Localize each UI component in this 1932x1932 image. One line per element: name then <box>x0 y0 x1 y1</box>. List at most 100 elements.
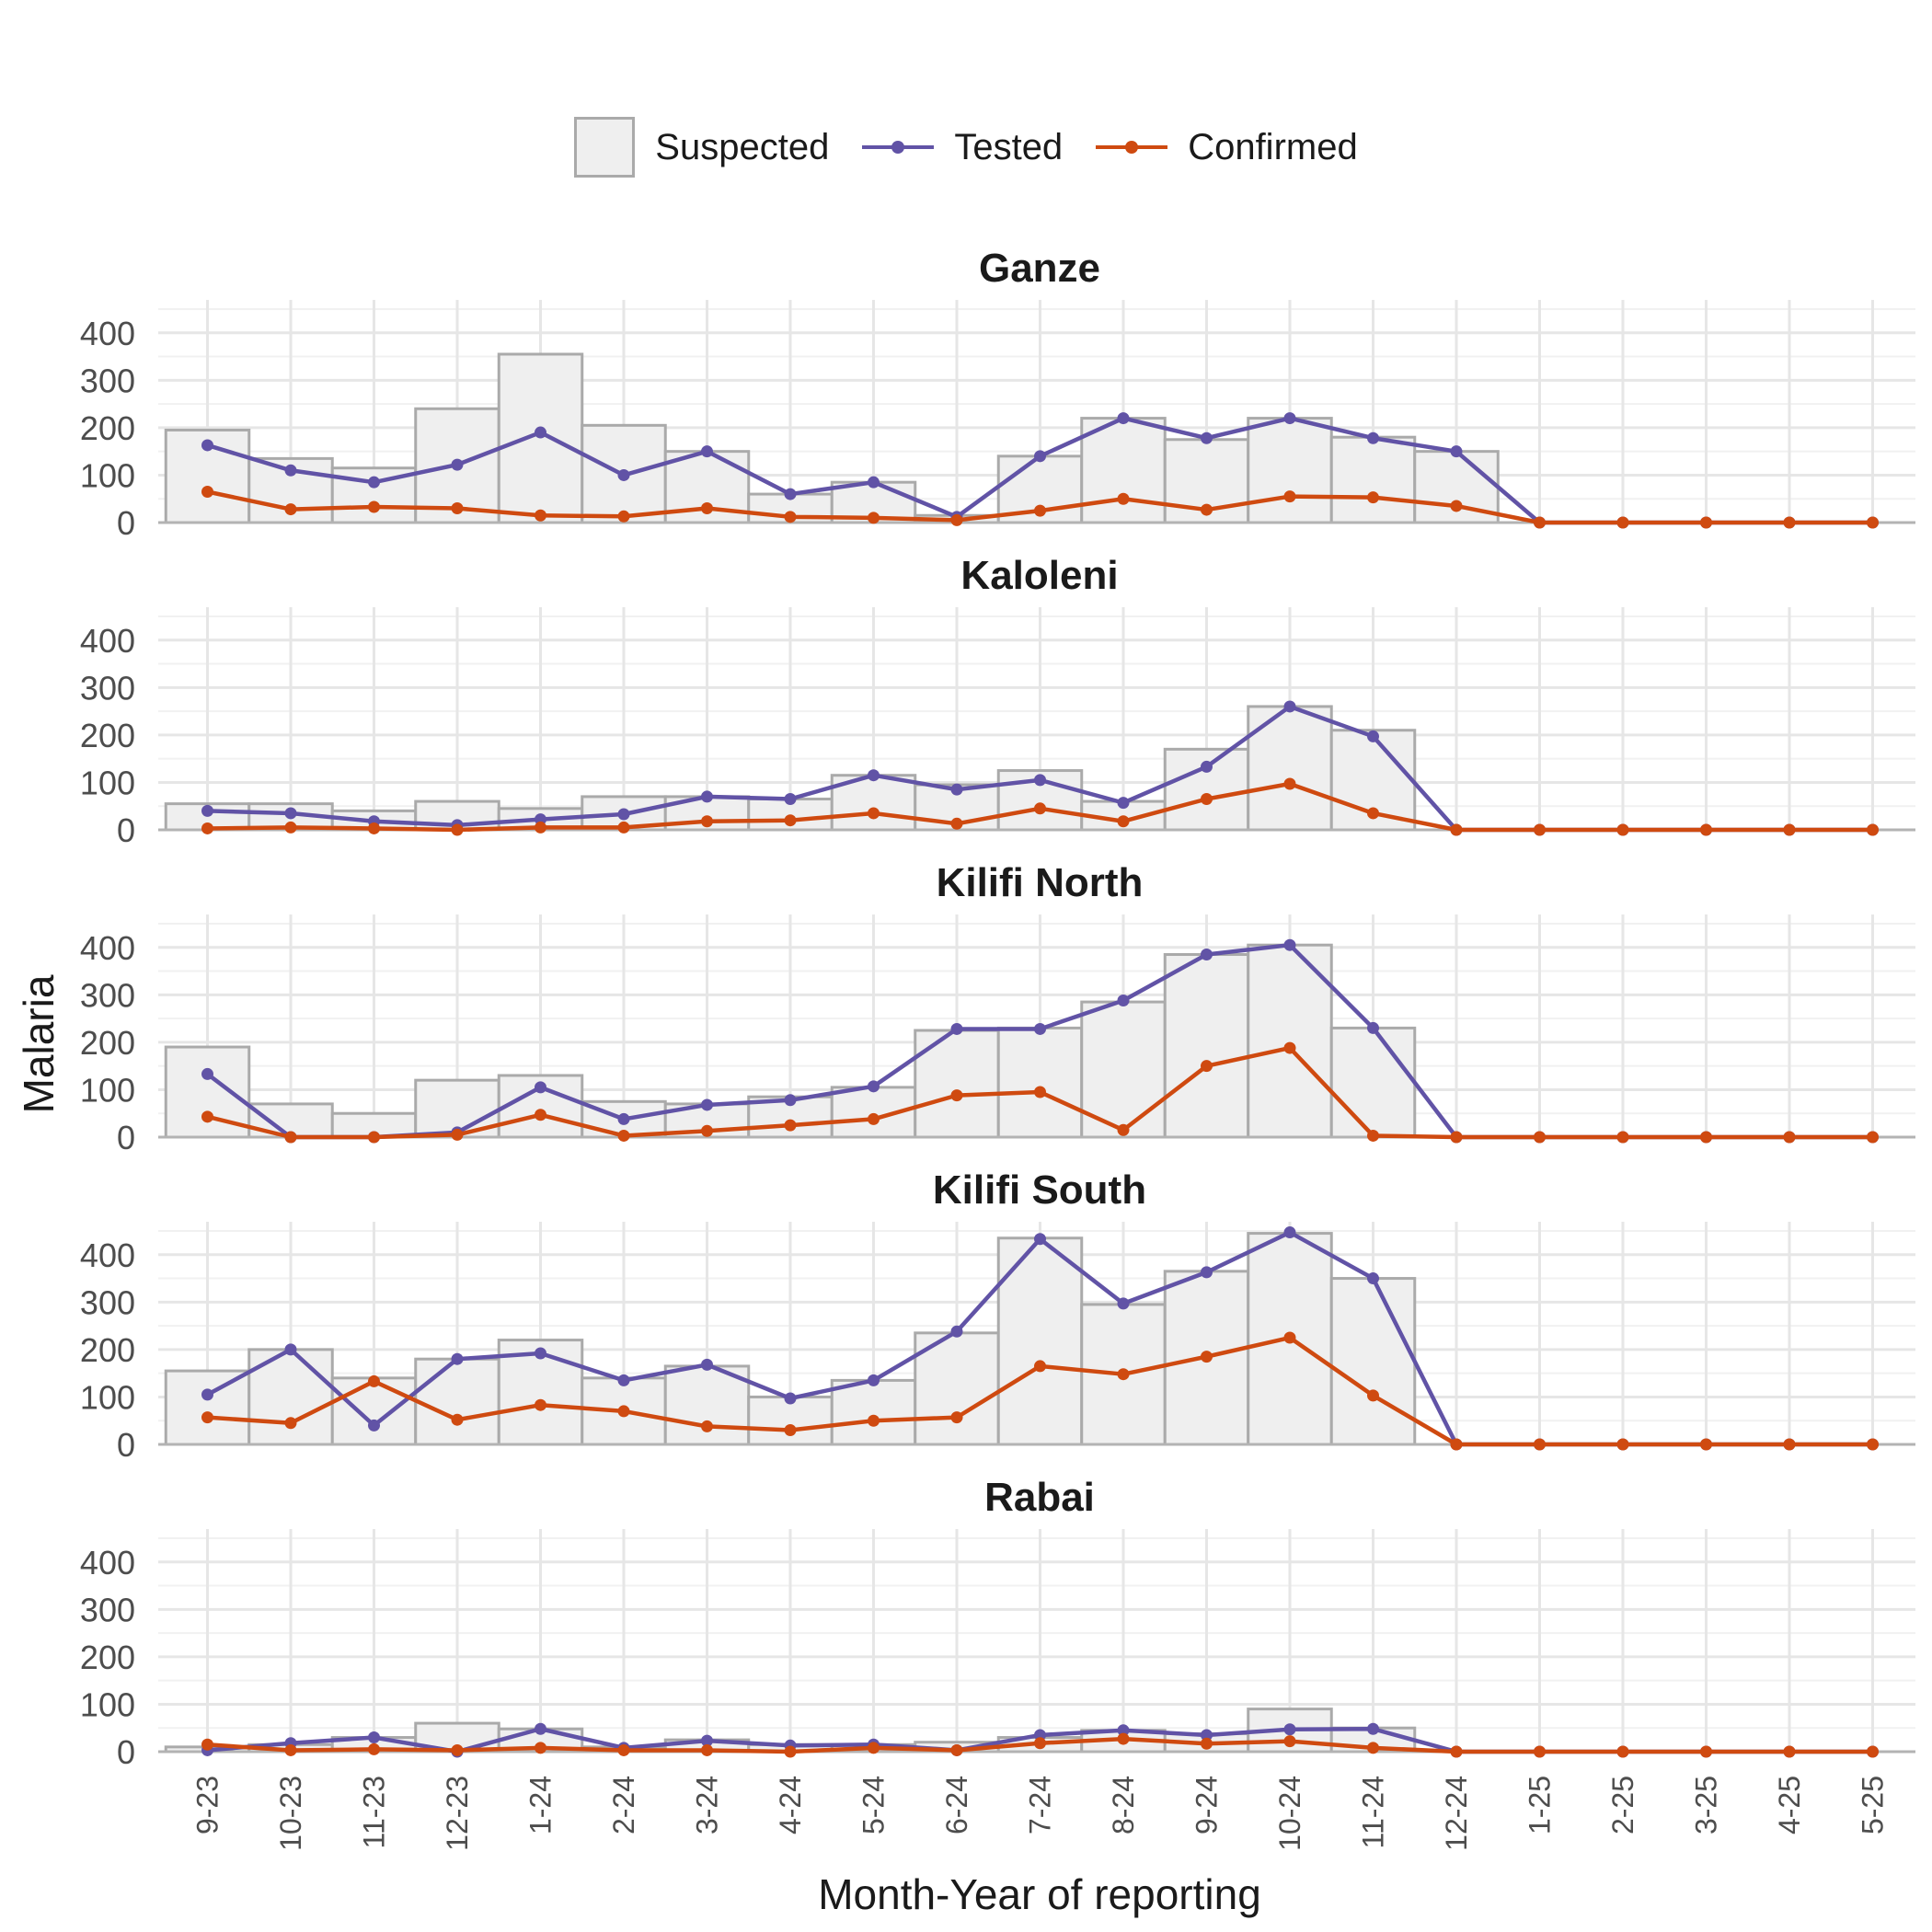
legend-item-confirmed: Confirmed <box>1096 117 1358 178</box>
point-tested <box>784 1094 797 1107</box>
x-tick-label: 2-25 <box>1606 1776 1639 1834</box>
y-tick-label: 400 <box>80 929 135 967</box>
point-confirmed <box>284 1743 297 1756</box>
point-tested <box>284 1343 297 1356</box>
point-tested <box>1283 700 1296 713</box>
point-tested <box>1367 730 1379 742</box>
point-tested <box>1117 1297 1130 1310</box>
point-tested <box>868 476 880 489</box>
x-tick-label: 9-24 <box>1190 1776 1224 1834</box>
point-confirmed <box>1783 1745 1796 1758</box>
point-confirmed <box>1450 823 1463 836</box>
point-tested <box>1034 1022 1046 1035</box>
y-tick-label: 100 <box>80 456 135 494</box>
point-confirmed <box>1783 1438 1796 1451</box>
point-confirmed <box>617 1129 630 1142</box>
x-tick-label: 11-24 <box>1357 1776 1390 1848</box>
point-confirmed <box>451 1128 464 1141</box>
point-tested <box>1117 1724 1130 1737</box>
point-confirmed <box>950 1089 963 1102</box>
panel-title: Kaloleni <box>960 553 1118 598</box>
point-confirmed <box>784 1119 797 1132</box>
point-tested <box>1117 412 1130 425</box>
point-tested <box>1283 1226 1296 1239</box>
x-tick-label: 7-24 <box>1024 1776 1057 1834</box>
legend-item-tested: Tested <box>862 117 1063 178</box>
legend-item-suspected: Suspected <box>574 117 829 178</box>
point-tested <box>1034 450 1046 463</box>
point-confirmed <box>1534 1131 1546 1144</box>
legend-key-confirmed <box>1096 117 1168 178</box>
y-tick-label: 200 <box>80 1639 135 1676</box>
point-tested <box>784 1392 797 1405</box>
bar-suspected <box>914 1029 1000 1139</box>
point-confirmed <box>1117 1368 1130 1381</box>
point-confirmed <box>1700 1745 1712 1758</box>
panel-title: Kilifi North <box>937 860 1144 905</box>
point-confirmed <box>1283 1331 1296 1344</box>
x-tick-label: 3-25 <box>1690 1776 1723 1834</box>
point-tested <box>617 468 630 481</box>
point-confirmed <box>201 1738 213 1751</box>
point-confirmed <box>617 821 630 834</box>
point-confirmed <box>1117 492 1130 505</box>
bar-suspected <box>1247 417 1333 524</box>
y-tick-label: 0 <box>117 811 135 849</box>
point-confirmed <box>1034 1360 1046 1373</box>
point-confirmed <box>201 485 213 498</box>
x-tick-label: 1-24 <box>524 1776 558 1834</box>
point-confirmed <box>368 500 380 513</box>
point-confirmed <box>1201 1737 1213 1750</box>
bar-suspected <box>164 1369 251 1446</box>
point-confirmed <box>1117 1732 1130 1745</box>
x-tick-label: 2-24 <box>607 1776 640 1834</box>
point-confirmed <box>1283 490 1296 503</box>
point-tested <box>701 1098 713 1111</box>
y-tick-label: 0 <box>117 1119 135 1156</box>
y-tick-label: 100 <box>80 1685 135 1723</box>
point-confirmed <box>1367 491 1379 504</box>
point-confirmed <box>950 1743 963 1756</box>
y-tick-label: 300 <box>80 1591 135 1628</box>
point-tested <box>617 808 630 821</box>
point-tested <box>1201 949 1213 961</box>
y-axis-title: Malaria <box>15 974 63 1113</box>
point-confirmed <box>1867 1745 1879 1758</box>
x-tick-label: 8-24 <box>1107 1776 1140 1834</box>
point-confirmed <box>1450 1438 1463 1451</box>
point-confirmed <box>1700 516 1712 529</box>
bar-suspected <box>1080 417 1167 524</box>
point-tested <box>950 1325 963 1338</box>
bar-suspected <box>330 1376 418 1446</box>
point-confirmed <box>1283 777 1296 790</box>
point-confirmed <box>1867 1131 1879 1144</box>
x-tick-label: 4-25 <box>1773 1776 1806 1834</box>
point-confirmed <box>784 511 797 523</box>
point-tested <box>201 804 213 817</box>
point-confirmed <box>284 1417 297 1430</box>
bar-suspected <box>830 1378 917 1446</box>
bar-suspected <box>1080 1000 1167 1139</box>
point-confirmed <box>868 1742 880 1754</box>
x-tick-label: 9-23 <box>191 1776 224 1834</box>
point-confirmed <box>617 1743 630 1756</box>
legend-label-confirmed: Confirmed <box>1188 126 1358 167</box>
legend-label-suspected: Suspected <box>655 126 830 167</box>
point-tested <box>1283 1723 1296 1736</box>
point-tested <box>1201 760 1213 773</box>
legend-key-suspected <box>574 117 636 178</box>
point-confirmed <box>201 1411 213 1424</box>
y-tick-label: 200 <box>80 717 135 754</box>
point-confirmed <box>701 815 713 828</box>
point-tested <box>368 1731 380 1744</box>
x-tick-label: 3-24 <box>691 1776 724 1834</box>
point-tested <box>868 1080 880 1093</box>
point-confirmed <box>1117 815 1130 828</box>
point-confirmed <box>535 1398 546 1411</box>
point-confirmed <box>1450 1131 1463 1144</box>
point-tested <box>284 807 297 820</box>
panel-kilifi-north: Kilifi North 0 100 200 300 400 <box>80 860 1915 1156</box>
point-confirmed <box>284 503 297 516</box>
point-confirmed <box>617 510 630 523</box>
point-tested <box>1117 995 1130 1007</box>
